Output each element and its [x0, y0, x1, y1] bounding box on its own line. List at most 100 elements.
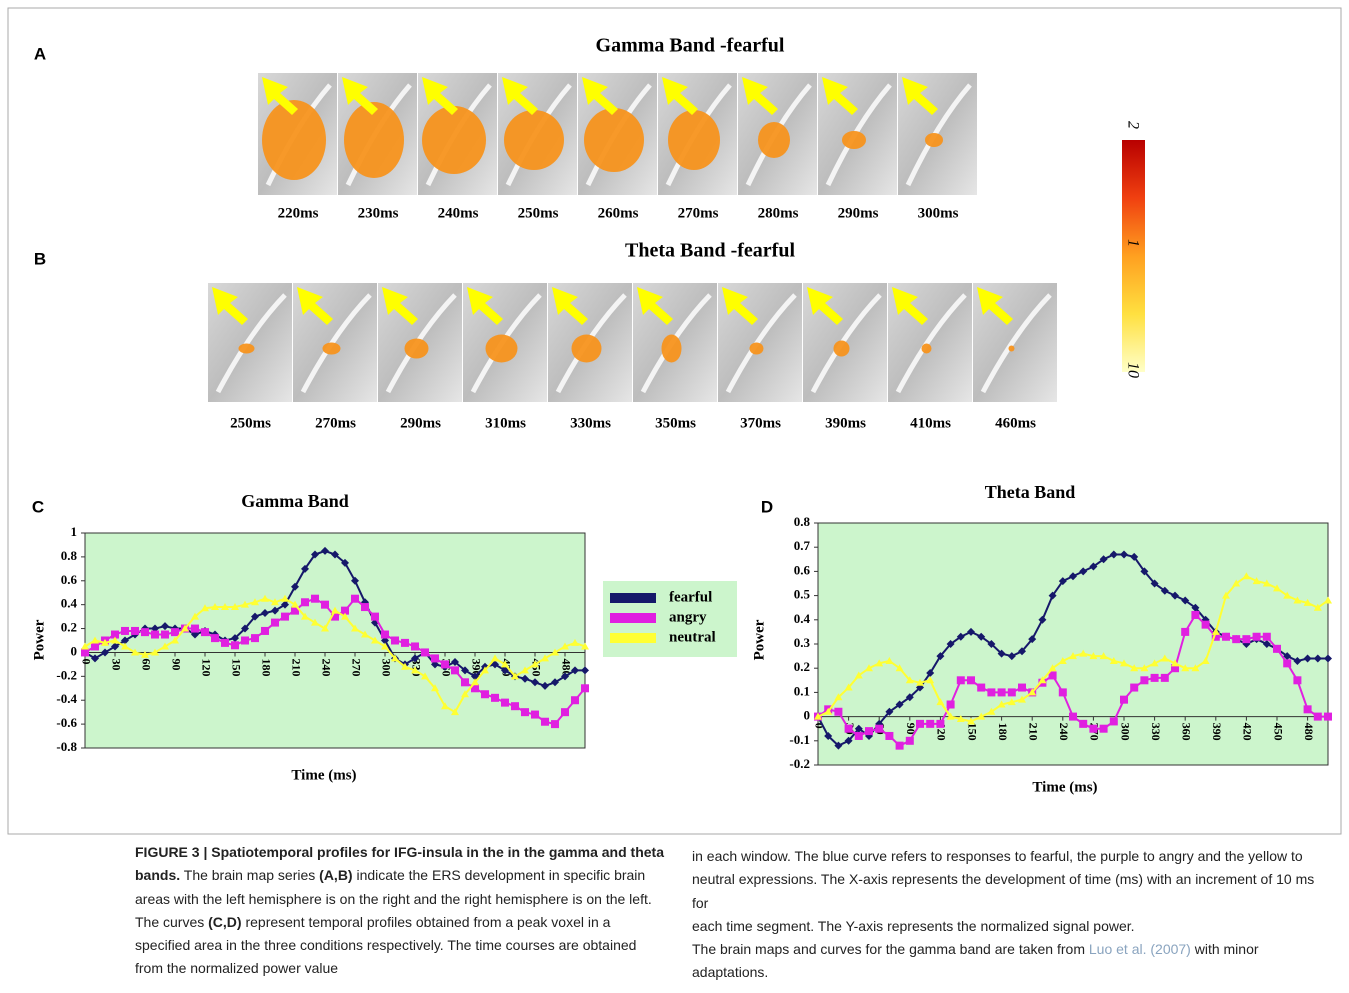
- point: [855, 732, 863, 740]
- activation-blob: [405, 339, 429, 359]
- point: [865, 727, 873, 735]
- page: AGamma Band -fearful220ms230ms240ms250ms…: [0, 0, 1349, 993]
- x-tick-label: 90: [904, 723, 918, 735]
- point: [171, 628, 179, 636]
- point: [231, 641, 239, 649]
- x-tick-label: 240: [1057, 723, 1071, 741]
- time-label: 330ms: [570, 415, 611, 431]
- point: [1089, 725, 1097, 733]
- point: [896, 742, 904, 750]
- point: [381, 631, 389, 639]
- point: [987, 688, 995, 696]
- time-label: 280ms: [758, 205, 799, 221]
- point: [421, 648, 429, 656]
- point: [581, 684, 589, 692]
- activation-blob: [750, 343, 764, 355]
- y-tick-label: 0.6: [61, 572, 78, 587]
- point: [936, 720, 944, 728]
- y-tick-label: 0.4: [61, 596, 78, 611]
- point: [531, 711, 539, 719]
- point: [121, 627, 129, 635]
- x-tick-label: 150: [229, 658, 243, 676]
- point: [1120, 696, 1128, 704]
- point: [1151, 674, 1159, 682]
- point: [461, 678, 469, 686]
- activation-blob: [668, 110, 720, 170]
- point: [481, 690, 489, 698]
- point: [875, 725, 883, 733]
- time-label: 240ms: [438, 205, 479, 221]
- point: [1181, 628, 1189, 636]
- point: [351, 595, 359, 603]
- point: [1304, 705, 1312, 713]
- y-tick-label: 0.8: [794, 514, 811, 529]
- point: [1110, 717, 1118, 725]
- point: [191, 625, 199, 633]
- point: [131, 627, 139, 635]
- y-tick-label: 0.6: [794, 562, 811, 577]
- point: [834, 708, 842, 716]
- x-tick-label: 300: [1118, 723, 1132, 741]
- point: [1202, 621, 1210, 629]
- point: [1263, 633, 1271, 641]
- activation-blob: [422, 106, 486, 174]
- point: [885, 732, 893, 740]
- point: [311, 595, 319, 603]
- point: [1008, 688, 1016, 696]
- legend-label: neutral: [669, 629, 716, 645]
- time-label: 230ms: [358, 205, 399, 221]
- y-tick-label: 0.7: [794, 538, 811, 553]
- activation-blob: [584, 108, 644, 172]
- y-tick-label: 0.8: [61, 548, 78, 563]
- point: [161, 631, 169, 639]
- point: [926, 720, 934, 728]
- x-tick-label: 450: [1271, 723, 1285, 741]
- activation-blob: [572, 335, 602, 363]
- point: [967, 676, 975, 684]
- point: [91, 642, 99, 650]
- time-label: 410ms: [910, 415, 951, 431]
- point: [1161, 674, 1169, 682]
- y-tick-label: -0.6: [56, 715, 77, 730]
- colorbar-label: 2: [1124, 121, 1141, 129]
- activation-blob: [758, 122, 790, 158]
- point: [321, 601, 329, 609]
- y-tick-label: 0.5: [794, 587, 811, 602]
- citation-link[interactable]: Luo et al. (2007): [1089, 941, 1191, 957]
- x-tick-label: 480: [1302, 723, 1316, 741]
- time-label: 350ms: [655, 415, 696, 431]
- point: [1324, 713, 1332, 721]
- x-tick-label: 0: [79, 658, 93, 664]
- caption-text: each time segment. The Y-axis represents…: [692, 918, 1135, 934]
- y-tick-label: 0: [71, 643, 78, 658]
- point: [1191, 611, 1199, 619]
- point: [551, 720, 559, 728]
- y-tick-label: 0: [804, 708, 811, 723]
- caption-text: in each window. The blue curve refers to…: [692, 848, 1314, 911]
- point: [1222, 633, 1230, 641]
- panel-label: A: [34, 44, 46, 63]
- time-label: 370ms: [740, 415, 781, 431]
- time-label: 390ms: [825, 415, 866, 431]
- x-tick-label: 120: [199, 658, 213, 676]
- x-tick-label: 210: [1026, 723, 1040, 741]
- x-tick-label: 90: [169, 658, 183, 670]
- time-label: 300ms: [918, 205, 959, 221]
- activation-blob: [344, 102, 404, 178]
- activation-blob: [323, 343, 341, 355]
- point: [401, 639, 409, 647]
- time-label: 460ms: [995, 415, 1036, 431]
- legend-swatch: [610, 593, 656, 603]
- point: [1232, 635, 1240, 643]
- caption-text: (C,D): [208, 914, 241, 930]
- colorbar-label: 10: [1124, 362, 1141, 378]
- point: [957, 676, 965, 684]
- x-tick-label: 60: [139, 658, 153, 670]
- y-axis-label: Power: [31, 619, 47, 660]
- point: [281, 613, 289, 621]
- x-tick-label: 180: [996, 723, 1010, 741]
- activation-blob: [239, 344, 255, 354]
- y-tick-label: 0.2: [794, 659, 810, 674]
- point: [998, 688, 1006, 696]
- x-tick-label: 330: [1149, 723, 1163, 741]
